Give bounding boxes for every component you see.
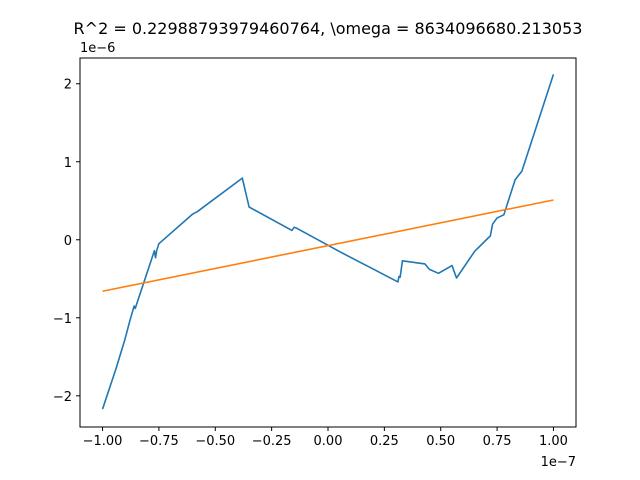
- chart-title: R^2 = 0.22988793979460764, \omega = 8634…: [74, 19, 583, 38]
- x-tick-label: 0.50: [426, 434, 455, 449]
- series-line-1: [101, 74, 555, 410]
- x-tick-label: 0.75: [483, 434, 512, 449]
- axes-layer: −1.00 −0.75 −0.50 −0.25 0.00 0.25 0.50 0.75 1.00…: [53, 78, 568, 449]
- y-offset-label: 1e−6: [80, 41, 115, 56]
- x-tick-label: 0.00: [314, 434, 343, 449]
- y-tick-label: −2: [53, 390, 72, 405]
- y-tick-label: −1: [53, 312, 72, 327]
- x-tick-label: 0.25: [370, 434, 399, 449]
- x-tick-label: 1.00: [539, 434, 568, 449]
- x-tick-label: −0.75: [139, 434, 179, 449]
- y-tick-label: 2: [64, 78, 72, 93]
- x-tick-label: −0.25: [252, 434, 292, 449]
- series-line-2: [102, 199, 554, 293]
- plot-frame: [79, 57, 577, 428]
- series-layer: [101, 74, 555, 410]
- y-tick-label: 0: [64, 234, 72, 249]
- x-tick-label: −1.00: [83, 434, 123, 449]
- x-tick-label: −0.50: [195, 434, 235, 449]
- x-offset-label: 1e−7: [541, 455, 576, 470]
- y-tick-label: 1: [64, 156, 72, 171]
